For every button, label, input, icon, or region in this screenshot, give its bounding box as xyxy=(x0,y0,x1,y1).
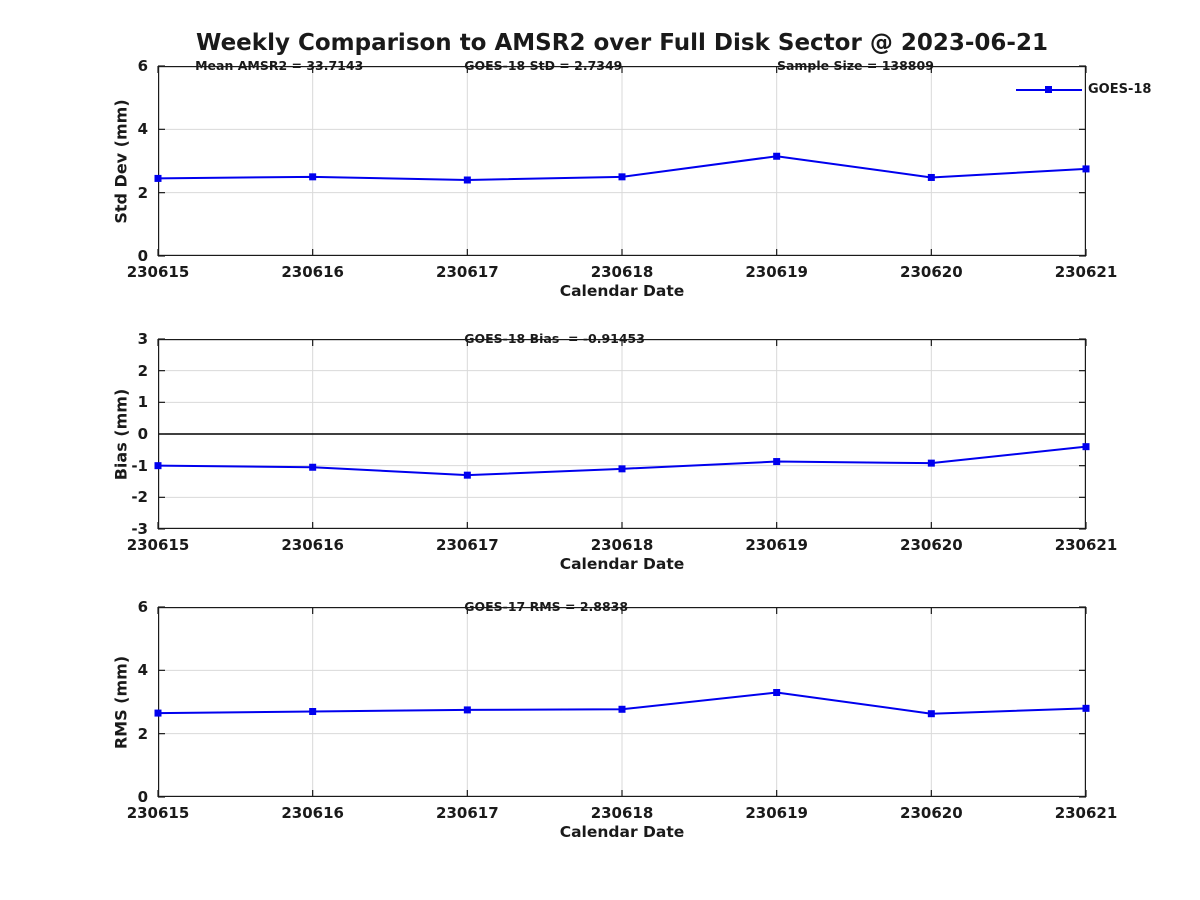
panel-annotation: GOES-18 StD = 2.7349 xyxy=(464,58,623,73)
data-point-marker xyxy=(309,708,317,715)
panel-annotation: GOES-18 Bias = -0.91453 xyxy=(464,331,645,346)
y-axis-label-std-dev: Std Dev (mm) xyxy=(111,99,131,224)
data-point-marker xyxy=(927,173,935,181)
x-tick-label: 230618 xyxy=(590,804,654,822)
y-tick-label: -2 xyxy=(131,488,148,507)
x-tick-label: 230620 xyxy=(900,263,963,281)
data-point-marker xyxy=(1082,165,1090,173)
x-tick-label: 230616 xyxy=(281,536,344,554)
data-point-marker xyxy=(927,459,935,467)
data-point-marker xyxy=(1082,443,1090,451)
data-point-marker xyxy=(927,710,935,718)
figure-title: Weekly Comparison to AMSR2 over Full Dis… xyxy=(196,30,1048,56)
y-axis-label-rms: RMS (mm) xyxy=(111,655,131,750)
data-point-marker xyxy=(773,152,781,160)
data-point-marker xyxy=(1082,704,1090,712)
x-tick-label: 230615 xyxy=(126,804,190,822)
x-tick-label: 230621 xyxy=(1054,536,1118,554)
plot-area-std-dev xyxy=(154,65,1090,257)
data-point-marker xyxy=(773,458,781,466)
data-point-marker xyxy=(309,463,317,471)
x-tick-label: 230616 xyxy=(281,263,344,281)
panel-annotation: Sample Size = 138809 xyxy=(776,58,934,73)
legend-square-marker-icon xyxy=(1045,86,1052,93)
x-tick-label: 230615 xyxy=(126,536,190,554)
x-tick-label: 230620 xyxy=(900,804,963,822)
y-tick-label: -3 xyxy=(131,520,148,538)
x-tick-label: 230618 xyxy=(590,263,654,281)
plot-area-rms xyxy=(154,606,1090,798)
x-tick-label: 230619 xyxy=(745,804,808,822)
y-tick-label: 0 xyxy=(137,788,148,806)
y-tick-label: 6 xyxy=(137,598,148,616)
data-point-marker xyxy=(154,174,162,182)
y-tick-label: 2 xyxy=(137,183,148,202)
x-tick-label: 230617 xyxy=(436,536,499,554)
y-tick-label: 0 xyxy=(137,247,148,265)
y-tick-label: 3 xyxy=(137,330,148,348)
x-tick-label: 230621 xyxy=(1054,804,1118,822)
x-axis-label-bias: Calendar Date xyxy=(559,555,685,573)
y-tick-label: 2 xyxy=(137,361,148,380)
x-axis-label-rms: Calendar Date xyxy=(559,823,685,841)
y-tick-label: 2 xyxy=(137,724,148,743)
plot-area-bias xyxy=(154,338,1090,530)
x-axis-label-std-dev: Calendar Date xyxy=(559,282,685,300)
panel-annotation: Mean AMSR2 = 33.7143 xyxy=(195,58,364,73)
data-point-marker xyxy=(154,709,162,717)
x-tick-label: 230619 xyxy=(745,536,808,554)
x-tick-label: 230617 xyxy=(436,263,499,281)
data-point-marker xyxy=(618,173,626,181)
y-tick-label: 4 xyxy=(137,661,148,680)
y-tick-label: 6 xyxy=(137,57,148,75)
y-tick-label: 4 xyxy=(137,120,148,139)
x-tick-label: 230619 xyxy=(745,263,808,281)
x-tick-label: 230615 xyxy=(126,263,190,281)
legend-label: GOES-18 xyxy=(1088,82,1152,97)
data-point-marker xyxy=(773,689,781,696)
data-point-marker xyxy=(618,465,626,473)
data-point-marker xyxy=(154,462,162,470)
x-tick-label: 230618 xyxy=(590,536,654,554)
data-point-marker xyxy=(463,471,471,479)
x-tick-label: 230617 xyxy=(436,804,499,822)
y-tick-label: 0 xyxy=(137,425,148,443)
data-point-marker xyxy=(309,173,317,181)
data-point-marker xyxy=(463,176,471,184)
data-point-marker xyxy=(463,706,471,714)
panel-annotation: GOES-17 RMS = 2.8838 xyxy=(464,599,629,614)
x-tick-label: 230620 xyxy=(900,536,963,554)
x-tick-label: 230621 xyxy=(1054,263,1118,281)
y-tick-label: 1 xyxy=(137,393,148,412)
data-point-marker xyxy=(618,705,626,713)
x-tick-label: 230616 xyxy=(281,804,344,822)
y-tick-label: -1 xyxy=(131,456,148,475)
